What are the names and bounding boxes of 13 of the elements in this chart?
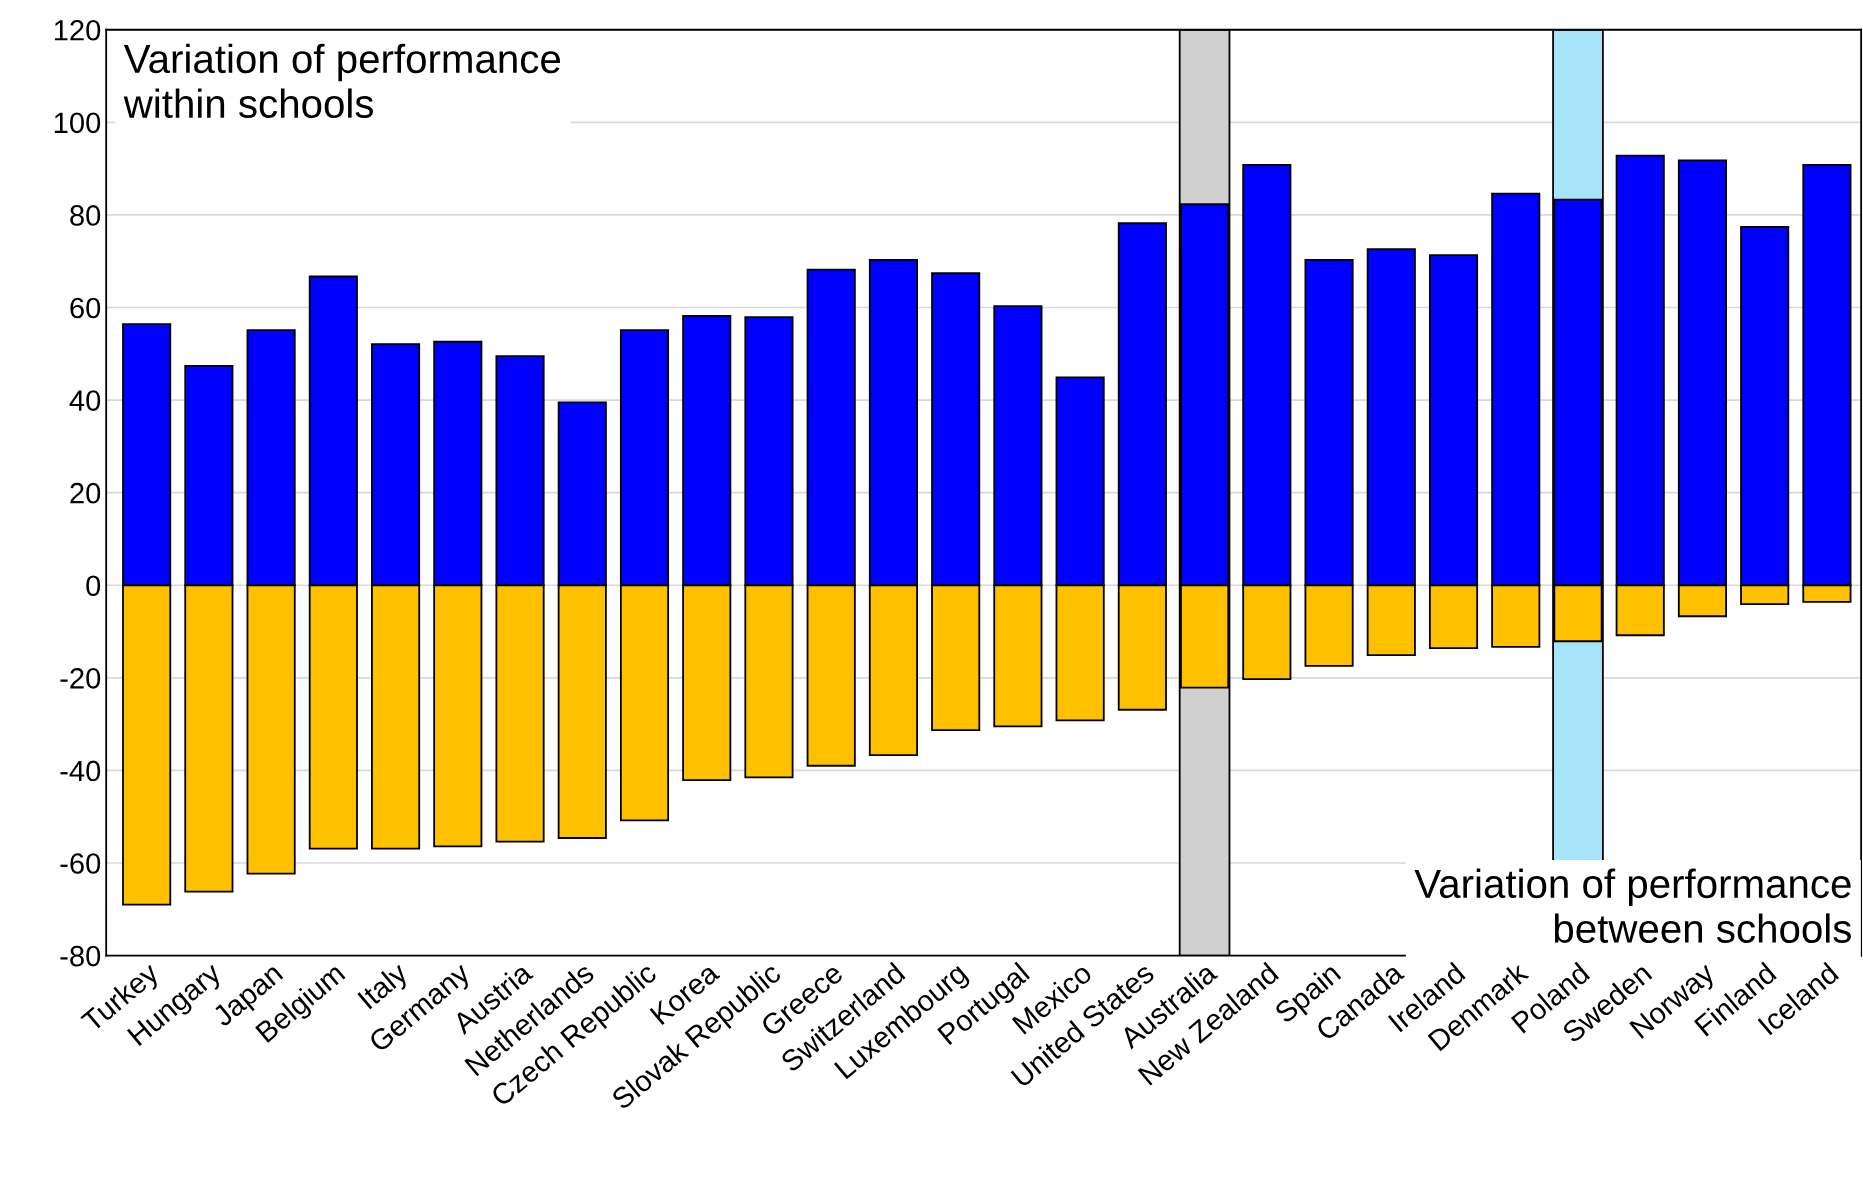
- y-tick-label: 20: [70, 482, 101, 504]
- y-tick-label: 100: [54, 112, 101, 134]
- y-tick-label: 80: [70, 205, 101, 226]
- y-tick-label: -80: [60, 945, 101, 967]
- annotation: Variation of performance between schools: [1414, 868, 1851, 943]
- y-tick-label: 0: [86, 575, 101, 597]
- y-tick-label: -40: [60, 760, 101, 782]
- annotation: Variation of performance within schools: [123, 43, 561, 119]
- y-tick-label: -20: [60, 668, 101, 689]
- y-tick-label: 120: [54, 19, 101, 41]
- y-tick-label: 40: [69, 390, 101, 411]
- y-tick-label: -60: [60, 853, 101, 874]
- y-tick-label: 60: [70, 297, 101, 319]
